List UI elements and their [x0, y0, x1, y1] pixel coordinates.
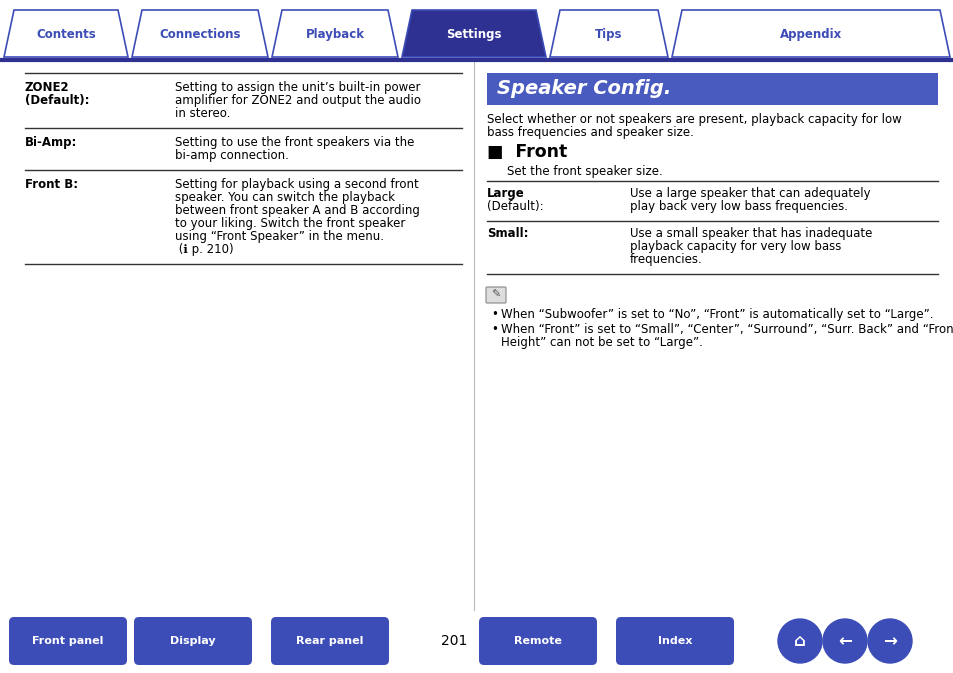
Text: Setting to use the front speakers via the: Setting to use the front speakers via th…: [174, 136, 414, 149]
Text: in stereo.: in stereo.: [174, 107, 230, 120]
FancyBboxPatch shape: [9, 617, 127, 665]
Circle shape: [778, 619, 821, 663]
Text: ←: ←: [837, 632, 851, 650]
FancyBboxPatch shape: [616, 617, 733, 665]
Polygon shape: [671, 10, 949, 57]
Text: Settings: Settings: [446, 28, 501, 41]
Text: bass frequencies and speaker size.: bass frequencies and speaker size.: [486, 126, 693, 139]
Text: Display: Display: [170, 636, 215, 646]
Polygon shape: [132, 10, 268, 57]
FancyBboxPatch shape: [478, 617, 597, 665]
Text: Rear panel: Rear panel: [296, 636, 363, 646]
Text: When “Front” is set to “Small”, “Center”, “Surround”, “Surr. Back” and “Front: When “Front” is set to “Small”, “Center”…: [500, 323, 953, 336]
Text: (Default):: (Default):: [25, 94, 90, 107]
Text: frequencies.: frequencies.: [629, 253, 702, 266]
Text: 201: 201: [440, 634, 467, 648]
Text: Set the front speaker size.: Set the front speaker size.: [506, 165, 662, 178]
Text: (ℹ p. 210): (ℹ p. 210): [174, 243, 233, 256]
Text: Connections: Connections: [159, 28, 240, 41]
FancyBboxPatch shape: [486, 73, 937, 105]
Text: Front B:: Front B:: [25, 178, 78, 191]
Text: Tips: Tips: [595, 28, 622, 41]
Polygon shape: [401, 10, 545, 57]
Text: (Default):: (Default):: [486, 200, 543, 213]
Text: amplifier for ZONE2 and output the audio: amplifier for ZONE2 and output the audio: [174, 94, 420, 107]
Text: Large: Large: [486, 187, 524, 200]
Text: using “Front Speaker” in the menu.: using “Front Speaker” in the menu.: [174, 230, 384, 243]
Text: Small:: Small:: [486, 227, 528, 240]
Text: Setting for playback using a second front: Setting for playback using a second fron…: [174, 178, 418, 191]
Text: →: →: [882, 632, 896, 650]
Text: Speaker Config.: Speaker Config.: [497, 79, 671, 98]
Text: Bi-Amp:: Bi-Amp:: [25, 136, 77, 149]
Text: Appendix: Appendix: [779, 28, 841, 41]
Circle shape: [867, 619, 911, 663]
Text: •: •: [491, 323, 497, 336]
Text: ✎: ✎: [491, 290, 500, 300]
Circle shape: [822, 619, 866, 663]
Text: Front panel: Front panel: [32, 636, 104, 646]
FancyBboxPatch shape: [133, 617, 252, 665]
FancyBboxPatch shape: [271, 617, 389, 665]
Text: Select whether or not speakers are present, playback capacity for low: Select whether or not speakers are prese…: [486, 113, 901, 126]
Text: to your liking. Switch the front speaker: to your liking. Switch the front speaker: [174, 217, 405, 230]
Text: bi-amp connection.: bi-amp connection.: [174, 149, 289, 162]
Text: ZONE2: ZONE2: [25, 81, 70, 94]
Text: Use a large speaker that can adequately: Use a large speaker that can adequately: [629, 187, 870, 200]
Polygon shape: [4, 10, 128, 57]
Text: Use a small speaker that has inadequate: Use a small speaker that has inadequate: [629, 227, 871, 240]
Text: Setting to assign the unit’s built-in power: Setting to assign the unit’s built-in po…: [174, 81, 420, 94]
Text: Playback: Playback: [305, 28, 364, 41]
Text: ■  Front: ■ Front: [486, 143, 567, 161]
Text: Index: Index: [658, 636, 692, 646]
Text: •: •: [491, 308, 497, 321]
Text: Contents: Contents: [36, 28, 95, 41]
Text: playback capacity for very low bass: playback capacity for very low bass: [629, 240, 841, 253]
Text: play back very low bass frequencies.: play back very low bass frequencies.: [629, 200, 847, 213]
Text: speaker. You can switch the playback: speaker. You can switch the playback: [174, 191, 395, 204]
Text: Height” can not be set to “Large”.: Height” can not be set to “Large”.: [500, 336, 702, 349]
Text: Remote: Remote: [514, 636, 561, 646]
FancyBboxPatch shape: [485, 287, 505, 303]
Polygon shape: [272, 10, 397, 57]
Polygon shape: [550, 10, 667, 57]
Text: ⌂: ⌂: [793, 632, 805, 650]
Text: between front speaker A and B according: between front speaker A and B according: [174, 204, 419, 217]
Text: When “Subwoofer” is set to “No”, “Front” is automatically set to “Large”.: When “Subwoofer” is set to “No”, “Front”…: [500, 308, 933, 321]
